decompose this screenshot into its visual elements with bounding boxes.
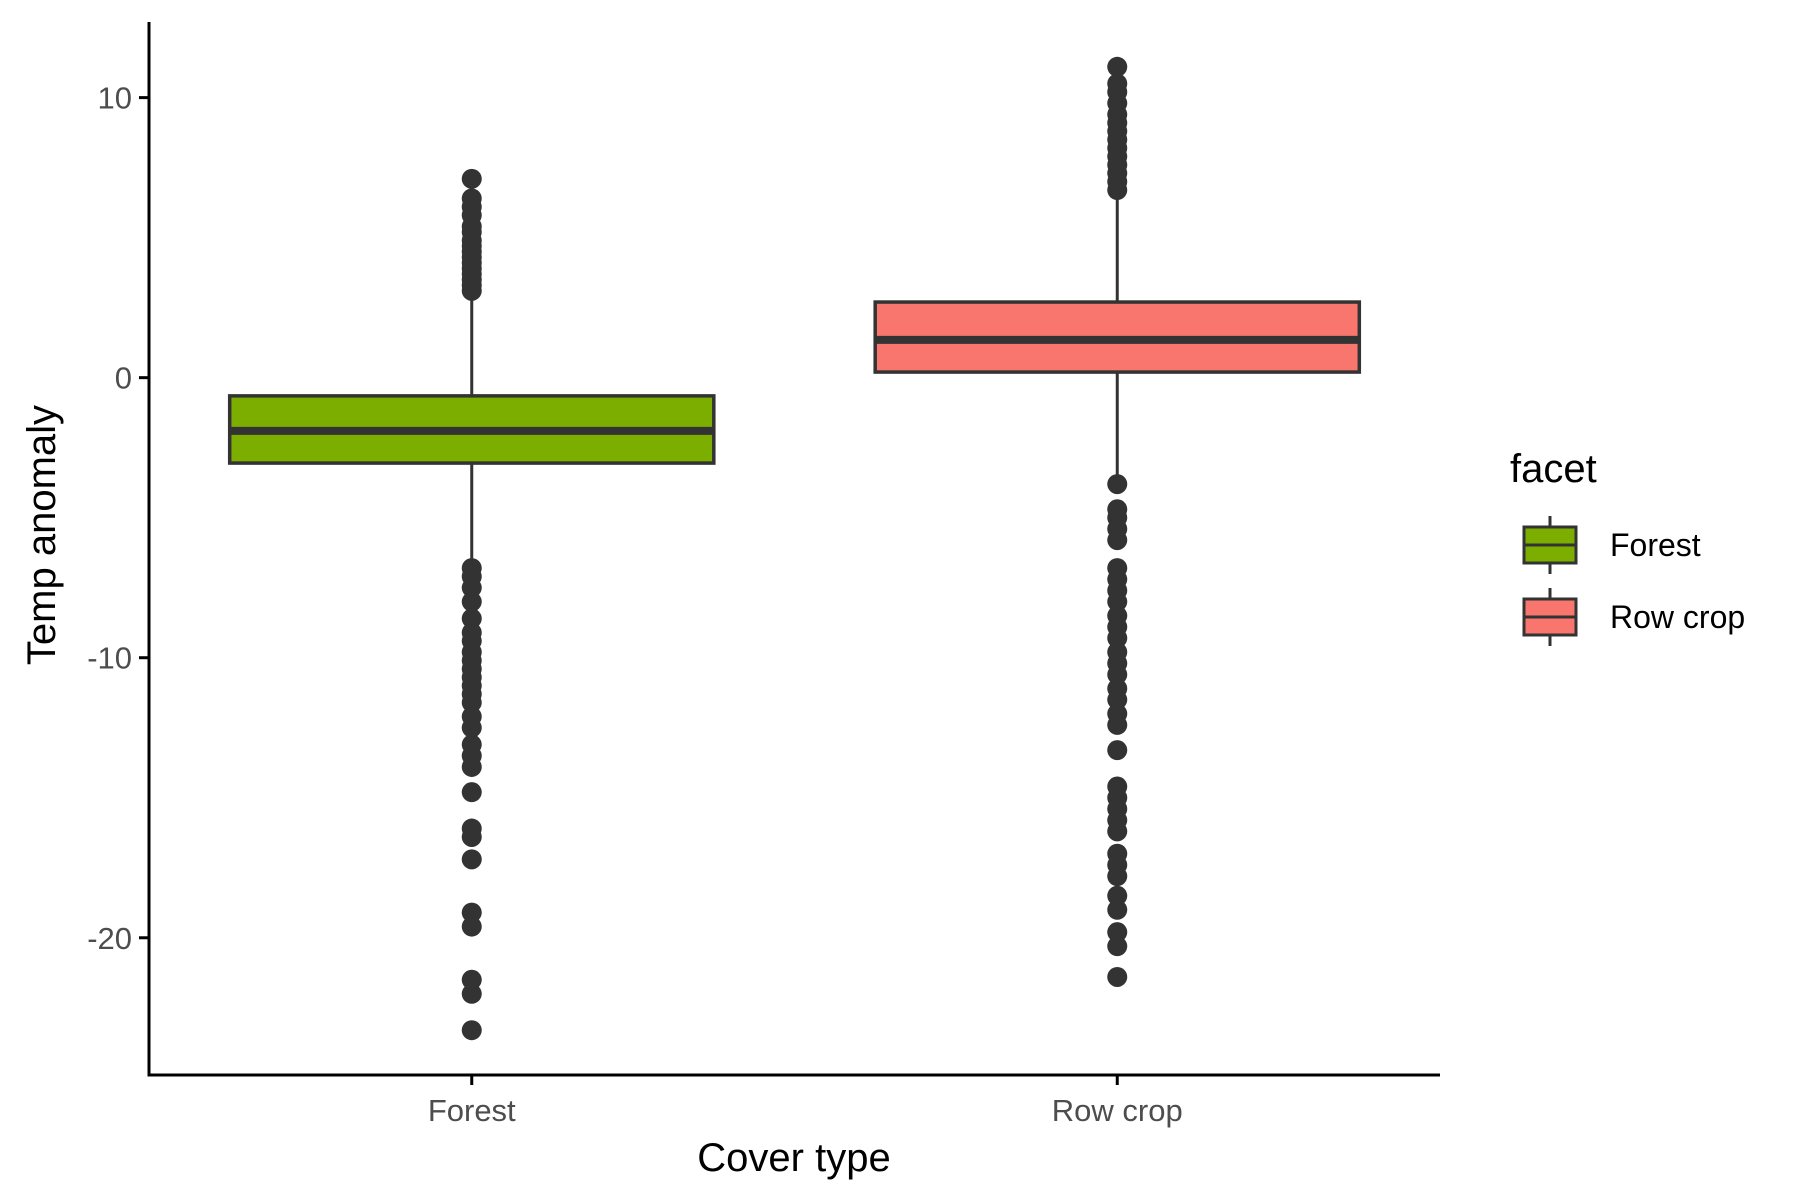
x-tick-label: Forest [428, 1093, 516, 1128]
outlier-point [1107, 922, 1128, 943]
outlier-point [461, 756, 482, 777]
outlier-point [1107, 664, 1128, 685]
outlier-point [461, 591, 482, 612]
y-tick-label: 10 [98, 81, 132, 116]
legend-items: Forest Row crop [1522, 516, 1745, 646]
outlier-point [1107, 628, 1128, 649]
outlier-point [461, 969, 482, 990]
outlier-point [1107, 866, 1128, 887]
outlier-point [1107, 885, 1128, 906]
outlier-point [461, 717, 482, 738]
outlier-point [461, 577, 482, 598]
outlier-point [1107, 56, 1128, 77]
outlier-point [1107, 714, 1128, 735]
legend-item-forest: Forest [1522, 516, 1701, 574]
box-forest [227, 168, 716, 1041]
outlier-point [1107, 474, 1128, 495]
legend: facet Forest Row crop [1510, 447, 1745, 646]
outlier-point [461, 608, 482, 629]
outlier-point [1107, 180, 1128, 201]
outlier-point [461, 983, 482, 1004]
outlier-point [461, 1020, 482, 1041]
outlier-point [461, 849, 482, 870]
y-axis-ticks: 10 0 -10 -20 [87, 81, 149, 956]
outlier-point [1107, 899, 1128, 920]
outlier-point [461, 902, 482, 923]
x-axis-title: Cover type [697, 1136, 890, 1180]
outlier-point [1107, 689, 1128, 710]
outlier-point [461, 782, 482, 803]
outlier-point [461, 692, 482, 713]
x-axis-ticks: Forest Row crop [428, 1075, 1183, 1128]
outlier-point [461, 168, 482, 189]
legend-label: Row crop [1610, 599, 1745, 635]
outlier-point [1107, 530, 1128, 551]
outlier-point [1107, 936, 1128, 957]
legend-label: Forest [1610, 527, 1701, 563]
y-tick-label: 0 [115, 361, 132, 396]
y-tick-label: -10 [87, 641, 132, 676]
outlier-point [461, 916, 482, 937]
outlier-point [1107, 740, 1128, 761]
y-axis-title: Temp anomaly [20, 405, 64, 665]
legend-title: facet [1510, 447, 1597, 491]
outlier-point [461, 826, 482, 847]
legend-item-row-crop: Row crop [1522, 588, 1745, 646]
y-tick-label: -20 [87, 921, 132, 956]
x-tick-label: Row crop [1052, 1093, 1183, 1128]
outlier-point [1107, 591, 1128, 612]
box-row-crop [873, 56, 1362, 987]
outlier-point [1107, 821, 1128, 842]
plot-area [227, 56, 1362, 1041]
outlier-point [461, 280, 482, 301]
outlier-point [1107, 966, 1128, 987]
